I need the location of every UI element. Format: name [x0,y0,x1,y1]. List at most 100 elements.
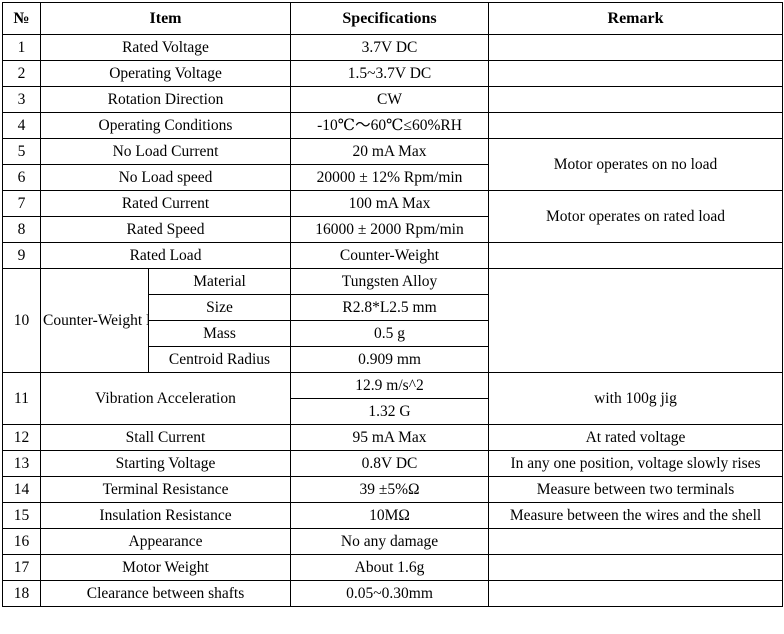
row-item: Rotation Direction [39,86,292,113]
row-remark [488,86,784,113]
row-spec: 20 mA Max [290,138,490,165]
row-item: Terminal Resistance [39,476,292,503]
table-row: 10 Counter-Weight Details Material Tungs… [2,268,784,373]
row-number: 6 [2,164,41,191]
row-remark-merged: Motor operates on rated load [488,190,784,243]
table-row: 11 Vibration Acceleration 12.9 m/s^2 wit… [2,372,784,425]
row-number: 3 [2,86,41,113]
row-remark [488,34,784,61]
row-number: 7 [2,190,41,217]
row-item: Clearance between shafts [39,580,292,607]
table-row: 17 Motor Weight About 1.6g [2,554,784,581]
row-remark [488,60,784,87]
row-item: Rated Speed [39,216,292,243]
row-item-group-label: Counter-Weight Details [40,268,149,373]
row-number: 8 [2,216,41,243]
row-spec: 100 mA Max [290,190,490,217]
table-row: 2 Operating Voltage 1.5~3.7V DC [2,60,784,87]
subrow-value: 0.909 mm [290,346,490,373]
table-row: 8 Rated Speed 16000 ± 2000 Rpm/min [2,216,783,243]
subrow-label: Material [147,268,292,295]
row-spec: 1.5~3.7V DC [290,60,490,87]
table-row: 1 Rated Voltage 3.7V DC [2,34,784,61]
row-remark: In any one position, voltage slowly rise… [488,450,784,477]
table-row: 13 Starting Voltage 0.8V DC In any one p… [2,450,784,477]
table-row: 4 Operating Conditions -10℃～60℃≤60%RH [2,112,784,139]
row-number: 4 [2,112,41,139]
row-spec: No any damage [290,528,490,555]
table-row: 16 Appearance No any damage [2,528,784,555]
row-item: Operating Voltage [39,60,292,87]
table-header-row: № Item Specifications Remark [2,2,784,35]
row-remark [488,112,784,139]
row-number: 15 [2,502,41,529]
row-number: 12 [2,424,41,451]
subrow-value: Tungsten Alloy [290,268,490,295]
row-item: Rated Voltage [39,34,292,61]
row-item: Starting Voltage [39,450,292,477]
row-number: 1 [2,34,41,61]
row-spec: -10℃～60℃≤60%RH [290,112,490,139]
row-item: Rated Current [39,190,292,217]
row-item: Stall Current [39,424,292,451]
subrow-label: Centroid Radius [147,346,292,373]
motor-specification-table: № Item Specifications Remark 1 Rated Vol… [2,2,784,607]
subrow-value: R2.8*L2.5 mm [290,294,490,321]
column-header-remark: Remark [488,2,784,35]
row-remark: At rated voltage [488,424,784,451]
row-remark [488,554,784,581]
row-remark: Measure between the wires and the shell [488,502,784,529]
row-spec: About 1.6g [290,554,490,581]
row-remark-merged: with 100g jig [488,372,784,425]
row-spec: 3.7V DC [290,34,490,61]
table-row: 9 Rated Load Counter-Weight [2,242,784,269]
row-spec-line: 12.9 m/s^2 [290,372,490,399]
row-item: Operating Conditions [39,112,292,139]
row-number: 16 [2,528,41,555]
row-spec: 95 mA Max [290,424,490,451]
row-spec: 16000 ± 2000 Rpm/min [290,216,490,243]
table-row: 5 No Load Current 20 mA Max Motor operat… [2,138,784,191]
row-spec: CW [290,86,490,113]
row-spec: 20000 ± 12% Rpm/min [290,164,490,191]
row-number: 5 [2,138,41,165]
table-row: 6 No Load speed 20000 ± 12% Rpm/min [2,164,783,191]
row-spec-line: 1.32 G [290,398,490,425]
row-remark [488,580,784,607]
row-item: Rated Load [39,242,292,269]
table-row: Size R2.8*L2.5 mm [3,294,783,321]
table-row: Centroid Radius 0.909 mm [3,346,783,373]
table-row: Mass 0.5 g [3,320,783,347]
subrow-label: Mass [147,320,292,347]
row-item: No Load Current [39,138,292,165]
table-row: 14 Terminal Resistance 39 ±5%Ω Measure b… [2,476,784,503]
row-number: 2 [2,60,41,87]
row-item: No Load speed [39,164,292,191]
table-row: 12 Stall Current 95 mA Max At rated volt… [2,424,784,451]
row-number: 14 [2,476,41,503]
row-remark [488,268,784,373]
row-number: 11 [2,372,41,425]
row-item: Vibration Acceleration [39,372,292,425]
column-header-no: № [2,2,41,35]
table-row: 18 Clearance between shafts 0.05~0.30mm [2,580,784,607]
row-remark [488,242,784,269]
row-number: 18 [2,580,41,607]
row-number: 17 [2,554,41,581]
row-number: 13 [2,450,41,477]
row-spec: 0.05~0.30mm [290,580,490,607]
table-row: 15 Insulation Resistance 10MΩ Measure be… [2,502,784,529]
row-spec: 10MΩ [290,502,490,529]
row-number: 10 [2,268,41,373]
subrow-label: Size [147,294,292,321]
row-spec: 0.8V DC [290,450,490,477]
row-number: 9 [2,242,41,269]
row-remark-merged: Motor operates on no load [488,138,784,191]
row-remark [488,528,784,555]
column-header-item: Item [39,2,292,35]
row-remark: Measure between two terminals [488,476,784,503]
table-row: 3 Rotation Direction CW [2,86,784,113]
row-item: Motor Weight [39,554,292,581]
row-item: Appearance [39,528,292,555]
row-spec: 39 ±5%Ω [290,476,490,503]
